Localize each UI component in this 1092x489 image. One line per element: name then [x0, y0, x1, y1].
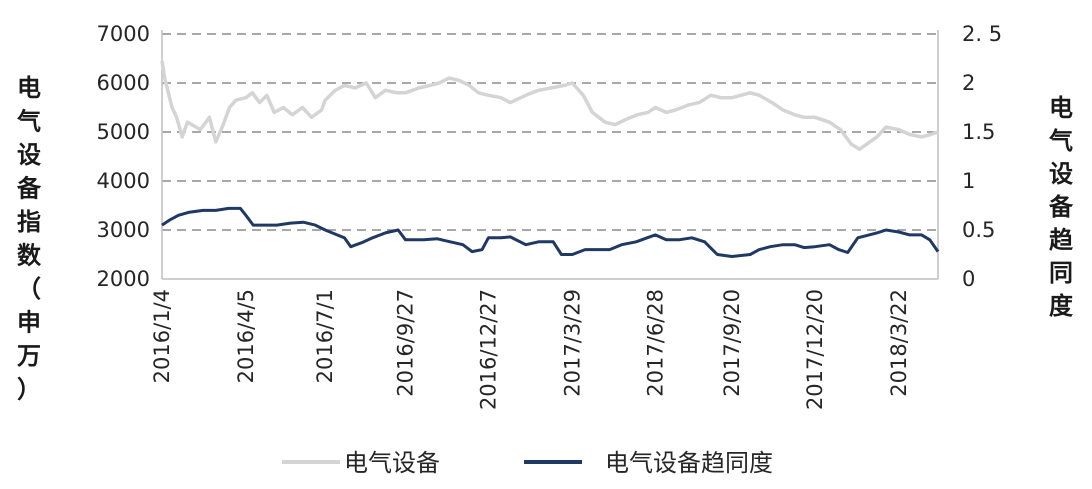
legend-label-index: 电气设备 — [344, 449, 440, 477]
x-tick-label: 2016/4/5 — [234, 289, 258, 383]
right-axis-title: 度 — [1049, 292, 1074, 320]
x-tick-label: 2017/12/20 — [803, 289, 827, 410]
right-tick-label: 0.5 — [962, 218, 995, 242]
legend: 电气设备 电气设备趋同度 — [282, 449, 773, 477]
left-tick-label: 3000 — [97, 218, 150, 242]
x-tick-label: 2017/6/28 — [643, 289, 667, 397]
left-axis-title: 气 — [16, 108, 41, 136]
left-axis-title: 备 — [16, 175, 42, 203]
x-tick-label: 2016/12/27 — [476, 289, 500, 410]
right-axis-title: 同 — [1049, 259, 1073, 287]
right-axis-title: 设 — [1049, 160, 1073, 188]
left-tick-label: 5000 — [97, 120, 150, 144]
right-tick-label: 2 — [962, 71, 975, 95]
x-tick-label: 2017/3/29 — [560, 289, 584, 397]
x-tick-label: 2016/7/1 — [313, 289, 337, 383]
right-tick-label: 1 — [962, 169, 975, 193]
series-line-convergence — [161, 206, 940, 258]
left-axis-title: 电 — [17, 74, 41, 102]
left-axis-title: 万 — [17, 342, 41, 370]
left-axis-title: 数 — [17, 242, 42, 270]
x-tick-label: 2017/9/20 — [720, 289, 744, 397]
right-axis-title: 气 — [1048, 127, 1073, 155]
x-tick-label: 2016/9/27 — [393, 289, 417, 397]
right-axis-title: 备 — [1048, 193, 1074, 221]
x-tick-label: 2016/1/4 — [150, 289, 174, 383]
grid-lines — [162, 33, 938, 231]
right-tick-label: 0 — [962, 267, 975, 291]
legend-label-convergence: 电气设备趋同度 — [605, 449, 773, 477]
tick-labels: 2000 3000 4000 5000 6000 7000 0 0.5 1 1.5 2 2. 5 201… — [97, 22, 1003, 410]
right-axis-title: 电 — [1049, 94, 1073, 122]
left-axis-title: 设 — [17, 141, 41, 169]
series-line-index — [160, 60, 939, 151]
left-axis-title: （ — [17, 275, 41, 303]
left-tick-label: 2000 — [97, 267, 150, 291]
left-tick-label: 6000 — [97, 71, 150, 95]
x-tick-label: 2018/3/22 — [887, 289, 911, 397]
right-axis-title: 趋 — [1049, 226, 1074, 254]
left-tick-label: 7000 — [97, 22, 150, 46]
series-lines — [160, 60, 940, 258]
right-tick-label: 2. 5 — [962, 22, 1002, 46]
left-tick-label: 4000 — [97, 169, 150, 193]
left-axis-title: 指 — [17, 208, 41, 236]
left-axis-title: 申 — [17, 309, 41, 337]
left-axis-title: ） — [17, 376, 41, 404]
right-tick-label: 1.5 — [962, 120, 995, 144]
